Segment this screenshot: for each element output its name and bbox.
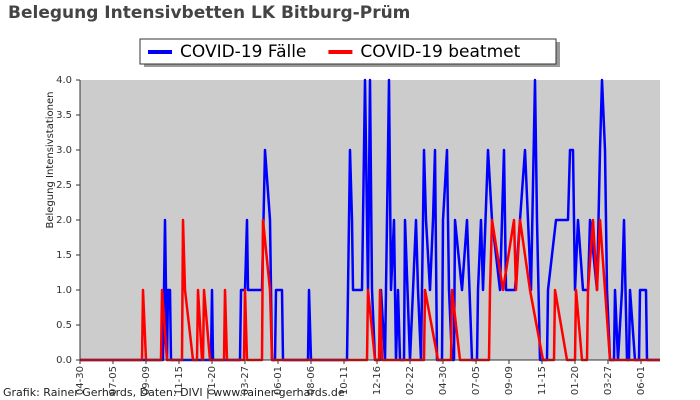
x-tick-label: 08-06 xyxy=(306,366,317,395)
y-tick-label: 3.0 xyxy=(56,145,72,156)
y-axis-label: Belegung Intensivstationen xyxy=(45,91,56,228)
legend-label: COVID-19 beatmet xyxy=(360,42,520,62)
x-tick-label: 01-20 xyxy=(570,366,581,395)
x-tick-label: 09-09 xyxy=(504,366,515,395)
x-tick-label: 04-30 xyxy=(438,366,449,395)
x-tick-label: 10-11 xyxy=(339,366,350,395)
x-tick-label: 03-27 xyxy=(240,366,251,395)
x-tick-label: 11-15 xyxy=(174,366,185,395)
legend-label: COVID-19 Fälle xyxy=(180,42,306,62)
y-tick-label: 3.5 xyxy=(56,110,72,121)
chart-title: Belegung Intensivbetten LK Bitburg-Prüm xyxy=(8,3,410,23)
series-line xyxy=(80,78,660,362)
y-tick-label: 2.5 xyxy=(56,180,72,191)
x-tick-label: 11-15 xyxy=(537,366,548,395)
y-tick-label: 0.5 xyxy=(56,320,72,331)
x-tick-label: 06-01 xyxy=(636,366,647,395)
y-tick-label: 2.0 xyxy=(56,215,72,226)
x-tick-label: 06-01 xyxy=(273,366,284,395)
x-tick-label: 03-27 xyxy=(603,366,614,395)
x-tick-label: 07-05 xyxy=(471,366,482,395)
y-tick-label: 1.0 xyxy=(56,285,72,296)
footer: Grafik: Rainer Gerhards, Daten: DIVI | w… xyxy=(3,386,345,399)
y-tick-label: 0.0 xyxy=(56,355,72,366)
y-tick-label: 4.0 xyxy=(56,75,72,86)
x-tick-label: 12-16 xyxy=(372,366,383,395)
x-tick-label: 02-22 xyxy=(405,366,416,395)
x-tick-label: 01-20 xyxy=(207,366,218,395)
x-tick-label: 09-09 xyxy=(141,366,152,395)
x-tick-label: 04-30 xyxy=(75,366,86,395)
y-tick-label: 1.5 xyxy=(56,250,72,261)
x-tick-label: 07-05 xyxy=(108,366,119,395)
